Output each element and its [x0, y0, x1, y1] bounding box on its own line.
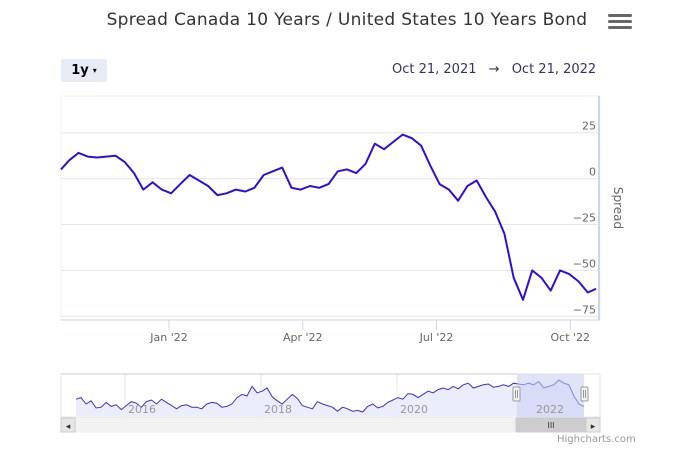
date-to[interactable]: Oct 21, 2022: [511, 62, 597, 77]
navigator-year-label: 2018: [264, 403, 292, 416]
x-tick-label: Apr '22: [283, 331, 323, 344]
navigator-grid: [124, 374, 534, 417]
navigator-year-label: 2016: [128, 403, 156, 416]
scrollbar-right-arrow-icon: ▸: [591, 422, 596, 432]
credits-link[interactable]: Highcharts.com: [557, 434, 636, 445]
y-tick-label: 0: [589, 166, 596, 179]
y-tick-label: −50: [573, 257, 596, 270]
grid-lines: [61, 132, 599, 317]
scrollbar-thumb[interactable]: [515, 417, 587, 433]
scrollbar-grip-icon: III: [547, 421, 554, 430]
navigator-year-label: 2022: [536, 403, 564, 416]
scrollbar-right-button[interactable]: [585, 417, 601, 433]
y-tick-label: −25: [573, 212, 596, 225]
navigator-series-line: [75, 379, 585, 413]
chart-title: Spread Canada 10 Years / United States 1…: [106, 10, 588, 30]
y-axis-ticks: 25 0 −25 −50 −75: [573, 120, 596, 317]
date-from[interactable]: Oct 21, 2021: [392, 62, 477, 77]
navigator-selected-mask[interactable]: [517, 374, 584, 417]
scrollbar-left-arrow-icon: ◂: [66, 422, 71, 432]
navigator-handle-right[interactable]: [580, 386, 589, 402]
x-tick-label: Jan '22: [149, 331, 187, 344]
navigator-handle-left[interactable]: [512, 386, 521, 402]
x-tick-label: Oct '22: [551, 331, 591, 344]
y-axis-title: Spread: [611, 187, 625, 229]
x-axis-ticks: Jan '22 Apr '22 Jul '22 Oct '22: [149, 320, 590, 344]
range-selector-label: 1y: [71, 63, 89, 78]
navigator-background: [60, 373, 601, 418]
hamburger-menu-icon[interactable]: [608, 14, 632, 36]
navigator-series-area: [76, 380, 584, 416]
scrollbar-left-button[interactable]: [60, 417, 76, 433]
range-selector-button[interactable]: 1y ▾: [61, 59, 107, 82]
x-tick-label: Jul '22: [419, 331, 454, 344]
scrollbar-track[interactable]: [60, 417, 601, 433]
caret-down-icon: ▾: [92, 66, 97, 75]
arrow-right-icon: →: [488, 62, 500, 77]
date-range-display: Oct 21, 2021 → Oct 21, 2022: [392, 62, 596, 77]
navigator-labels: 2016 2018 2020 2022: [128, 403, 564, 416]
navigator-year-label: 2020: [400, 403, 428, 416]
y-tick-label: 25: [582, 120, 596, 133]
plot-area: [60, 95, 601, 321]
series-line-spread[interactable]: [60, 133, 597, 301]
y-tick-label: −75: [573, 303, 596, 316]
